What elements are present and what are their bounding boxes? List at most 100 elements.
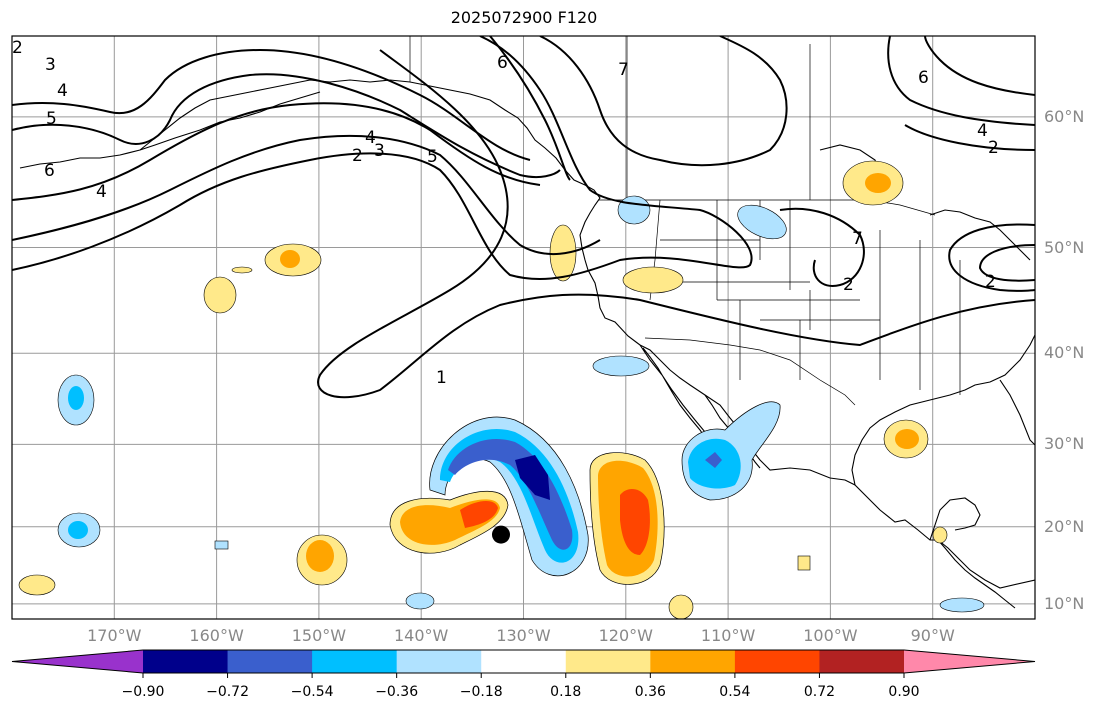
positive-blob-12 (797, 555, 811, 571)
contour-east-5 (978, 244, 1035, 282)
latitude-label: 20°N (1044, 516, 1085, 536)
positive-blob-2 (203, 276, 237, 314)
longitude-label: 150°W (291, 626, 347, 645)
contour-lines (12, 36, 1035, 399)
contour-4 (12, 73, 561, 179)
negative-blob-8 (214, 540, 229, 550)
contour-label: 6 (918, 68, 929, 88)
colorbar-extend-max (904, 650, 1035, 673)
contour-label: 1 (436, 368, 447, 388)
positive-blob-11 (932, 526, 948, 544)
positive-blob-4-core (306, 540, 334, 572)
negative-blob-6 (737, 204, 787, 240)
contour-label-group: 1 2 3 4 5 6 7 2 3 4 5 6 4 2 4 6 2 2 7 (12, 38, 999, 388)
map-title: 2025072900 F120 (450, 8, 598, 27)
positive-blob-6 (668, 594, 694, 619)
contour-6 (489, 36, 571, 181)
latitude-label: 50°N (1044, 237, 1085, 257)
contour-5 (12, 48, 531, 161)
colorbar-segment (565, 650, 651, 673)
colorbar-segment (481, 650, 567, 673)
colorbar-segment (650, 650, 736, 673)
latitude-label: 10°N (1044, 593, 1085, 613)
latitude-label: 40°N (1044, 343, 1085, 363)
positive-blob-3 (231, 266, 253, 274)
positive-anomaly-east-core (620, 488, 650, 555)
contour-label: 2 (988, 138, 999, 158)
colorbar-tick-label: 0.90 (888, 684, 920, 700)
colorbar-tick-label: 0.36 (634, 684, 666, 700)
contour-2-a (12, 36, 753, 281)
negative-anomaly-core (515, 455, 550, 500)
colorbar-tick-label: −0.18 (459, 684, 503, 700)
colorbar-tick-label: −0.54 (290, 684, 334, 700)
contour-label: 2 (352, 146, 363, 166)
colorbar-segment (227, 650, 313, 673)
yucatan (929, 497, 981, 541)
negative-blob-5 (617, 195, 651, 225)
contour-label: 7 (852, 229, 863, 249)
contour-label: 6 (497, 53, 508, 73)
negative-blob-2-core (68, 521, 88, 539)
longitude-label: 140°W (394, 626, 449, 645)
storm-center-marker (491, 525, 510, 544)
positive-blob-10-core (895, 429, 919, 449)
negative-anomaly-arc-mid (440, 428, 579, 563)
colorbar-extend-min (12, 650, 143, 673)
colorbar-segment (396, 650, 482, 673)
positive-anomaly-storm-core (460, 501, 498, 528)
latitude-label: 30°N (1044, 434, 1085, 454)
contour-7 (539, 36, 788, 167)
negative-blob-1-core (68, 386, 84, 410)
central-america (937, 539, 1016, 609)
longitude-label: 160°W (189, 626, 244, 645)
colorbar-segment (312, 650, 398, 673)
state-lines-2 (660, 230, 961, 395)
negative-blob-3 (405, 592, 435, 610)
longitude-label: 100°W (803, 626, 858, 645)
longitude-label: 120°W (598, 626, 653, 645)
latitude-label: 60°N (1044, 106, 1085, 126)
contour-label: 2 (843, 275, 854, 295)
map-frame (11, 35, 1036, 620)
contour-label: 7 (618, 60, 629, 80)
florida (999, 379, 1035, 446)
positive-blob-5 (18, 574, 56, 596)
negative-blob-7 (939, 597, 985, 613)
negative-blob-4 (592, 355, 650, 377)
contour-label: 4 (96, 182, 107, 202)
contour-east-4 (948, 223, 1035, 292)
colorbar (11, 649, 1036, 678)
longitude-label: 110°W (700, 626, 756, 645)
positive-blob-1-core (280, 250, 300, 268)
colorbar-segment (819, 650, 905, 673)
political-borders (409, 36, 961, 406)
contour-label: 3 (374, 141, 385, 161)
aleutians (19, 149, 141, 169)
negative-anomaly-baja-core (705, 452, 722, 468)
contour-3 (12, 102, 541, 201)
contour-label: 5 (46, 109, 57, 129)
contour-label: 4 (365, 128, 376, 148)
contour-east-3 (904, 124, 1035, 151)
colorbar-tick-label: −0.36 (375, 684, 419, 700)
longitude-label: 170°W (87, 626, 142, 645)
canada-province-lines (626, 36, 811, 200)
colorbar-segment (143, 650, 229, 673)
us-mexico-border (644, 337, 856, 406)
contour-2-b (12, 134, 601, 256)
colorbar-tick-label: −0.90 (121, 684, 165, 700)
contour-mid-1 (779, 207, 865, 287)
contour-label: 2 (985, 272, 996, 292)
contour-label: 2 (12, 38, 23, 58)
longitude-label: 130°W (496, 626, 551, 645)
colorbar-segment (734, 650, 820, 673)
contour-label: 5 (427, 147, 438, 167)
contour-1-loop (317, 49, 1035, 399)
positive-blob-9-core (865, 173, 891, 193)
longitude-label: 90°W (910, 626, 955, 645)
contour-label: 4 (57, 81, 68, 101)
us-canada-border (598, 199, 936, 216)
contour-label: 6 (44, 161, 55, 181)
